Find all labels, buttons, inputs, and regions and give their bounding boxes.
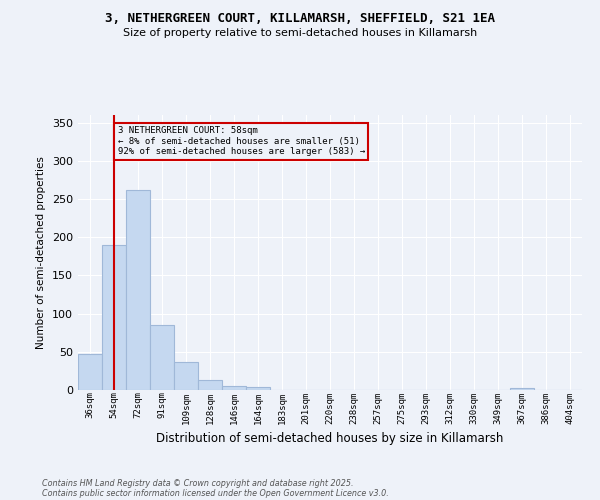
- Bar: [78, 354, 102, 390]
- Bar: [246, 387, 270, 390]
- Text: 3 NETHERGREEN COURT: 58sqm
← 8% of semi-detached houses are smaller (51)
92% of : 3 NETHERGREEN COURT: 58sqm ← 8% of semi-…: [118, 126, 365, 156]
- Bar: [198, 380, 222, 390]
- Bar: [102, 245, 126, 390]
- Bar: [126, 190, 150, 390]
- Text: Contains HM Land Registry data © Crown copyright and database right 2025.: Contains HM Land Registry data © Crown c…: [42, 478, 353, 488]
- Bar: [174, 362, 198, 390]
- Text: 3, NETHERGREEN COURT, KILLAMARSH, SHEFFIELD, S21 1EA: 3, NETHERGREEN COURT, KILLAMARSH, SHEFFI…: [105, 12, 495, 26]
- Bar: [222, 386, 246, 390]
- Y-axis label: Number of semi-detached properties: Number of semi-detached properties: [37, 156, 46, 349]
- Text: Size of property relative to semi-detached houses in Killamarsh: Size of property relative to semi-detach…: [123, 28, 477, 38]
- Bar: [150, 325, 174, 390]
- Bar: [510, 388, 534, 390]
- Text: Contains public sector information licensed under the Open Government Licence v3: Contains public sector information licen…: [42, 488, 389, 498]
- X-axis label: Distribution of semi-detached houses by size in Killamarsh: Distribution of semi-detached houses by …: [157, 432, 503, 445]
